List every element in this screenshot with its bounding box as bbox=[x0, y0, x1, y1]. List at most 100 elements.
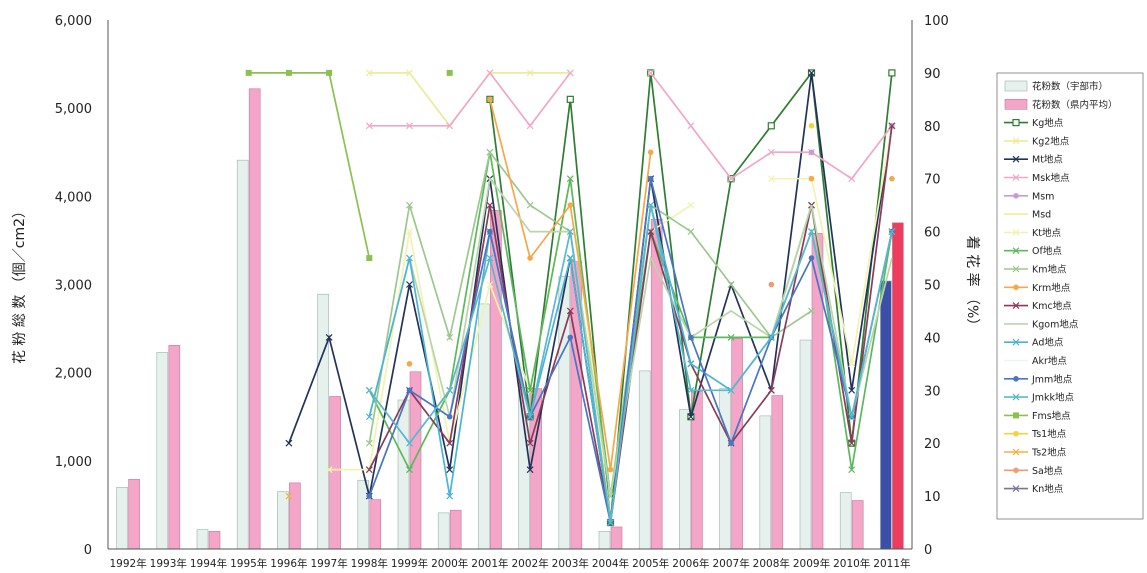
data-point bbox=[1012, 137, 1020, 145]
x-tick-label: 2009年 bbox=[793, 557, 830, 570]
x-tick-label: 2006年 bbox=[672, 557, 709, 570]
data-point bbox=[526, 439, 534, 447]
y-tick-label: 2,000 bbox=[55, 367, 92, 382]
data-point bbox=[365, 122, 373, 130]
data-point bbox=[446, 333, 454, 341]
data-point bbox=[366, 493, 373, 499]
y2-tick-label: 60 bbox=[924, 226, 941, 241]
data-point bbox=[1012, 228, 1020, 236]
data-point bbox=[406, 387, 413, 394]
bar bbox=[719, 388, 731, 550]
legend-label: Kg地点 bbox=[1032, 117, 1064, 129]
data-point bbox=[647, 149, 654, 156]
data-point bbox=[647, 69, 655, 77]
legend-swatch bbox=[1004, 99, 1028, 110]
legend-item: Kt地点 bbox=[1004, 227, 1061, 239]
y2-tick-label: 80 bbox=[924, 120, 941, 135]
data-point bbox=[767, 333, 775, 341]
data-point bbox=[486, 148, 494, 156]
data-point bbox=[365, 466, 373, 474]
data-point bbox=[406, 466, 413, 474]
y2-tick-label: 10 bbox=[924, 490, 941, 505]
data-point bbox=[566, 175, 574, 183]
data-point bbox=[526, 413, 534, 421]
data-point bbox=[808, 149, 815, 156]
x-tick-label: 1999年 bbox=[391, 557, 428, 570]
data-point bbox=[566, 69, 574, 77]
data-point bbox=[406, 361, 413, 367]
bar bbox=[168, 345, 181, 550]
data-point bbox=[326, 69, 333, 76]
x-tick-label: 2010年 bbox=[833, 557, 870, 570]
data-point bbox=[567, 334, 574, 341]
data-point bbox=[527, 255, 533, 261]
legend: 花粉数（宇部市） 花粉数（県内平均） Kg地点 Kg2地点 Mt地点 Msk地点 Msm Ms… bbox=[996, 72, 1144, 520]
data-point bbox=[848, 360, 856, 368]
data-point bbox=[365, 439, 373, 447]
data-point bbox=[808, 255, 815, 261]
data-point bbox=[446, 413, 453, 420]
legend-label: Kt地点 bbox=[1032, 227, 1061, 239]
data-point bbox=[808, 123, 815, 129]
data-point bbox=[848, 175, 856, 183]
legend-item: Mt地点 bbox=[1004, 154, 1063, 166]
x-tick-label: 1994年 bbox=[190, 557, 227, 570]
legend-item: Kn地点 bbox=[1004, 483, 1064, 495]
bar bbox=[369, 499, 382, 550]
data-point bbox=[486, 201, 494, 209]
data-point bbox=[808, 69, 815, 77]
bar bbox=[397, 399, 410, 550]
data-point bbox=[325, 466, 333, 474]
legend-item: Krm地点 bbox=[1004, 282, 1071, 294]
data-point bbox=[446, 386, 454, 394]
legend-item: Kgom地点 bbox=[1004, 318, 1079, 330]
bar bbox=[116, 486, 128, 550]
bar bbox=[289, 482, 301, 550]
y2-axis-title: 着 花 率 （%） bbox=[964, 236, 981, 333]
data-point bbox=[1012, 393, 1020, 401]
bar bbox=[128, 479, 140, 550]
x-tick-label: 1992年 bbox=[109, 557, 146, 570]
data-point bbox=[1013, 467, 1019, 474]
series-line bbox=[369, 71, 571, 128]
x-tick-labels: 1992年 1993年 1994年 1995年 1996年 1997年 1998年 1999年… bbox=[109, 557, 910, 570]
y-tick-label: 6,000 bbox=[55, 14, 92, 29]
data-point bbox=[728, 440, 734, 447]
y2-tick-labels: 0 10 20 30 40 50 60 70 80 90 100 bbox=[924, 14, 949, 558]
legend-item: Msm bbox=[1004, 191, 1054, 202]
legend-label: Ts1地点 bbox=[1031, 428, 1067, 440]
legend-label: Kn地点 bbox=[1032, 483, 1064, 495]
legend-item: 花粉数（宇部市） bbox=[1004, 81, 1108, 93]
data-point bbox=[687, 413, 695, 421]
bar bbox=[156, 352, 169, 550]
series-line bbox=[368, 150, 812, 497]
data-point bbox=[767, 122, 775, 130]
data-point bbox=[687, 360, 695, 368]
data-point bbox=[888, 69, 896, 77]
lines-layer bbox=[245, 69, 896, 527]
data-point bbox=[365, 69, 373, 77]
data-point bbox=[607, 466, 614, 473]
legend-item: Of地点 bbox=[1004, 245, 1062, 257]
bar bbox=[759, 415, 772, 550]
bars-layer bbox=[116, 88, 904, 550]
data-point bbox=[687, 386, 695, 394]
data-point bbox=[526, 386, 534, 394]
y-tick-label: 4,000 bbox=[55, 190, 92, 205]
data-point bbox=[446, 439, 454, 447]
data-point bbox=[487, 228, 493, 235]
data-point bbox=[888, 122, 896, 130]
data-point bbox=[848, 386, 856, 394]
data-point bbox=[245, 69, 252, 76]
data-point bbox=[848, 466, 856, 474]
legend-item: Akr地点 bbox=[1004, 355, 1067, 367]
data-point bbox=[607, 519, 614, 526]
bar bbox=[329, 396, 341, 550]
data-point bbox=[285, 69, 292, 76]
data-point bbox=[1013, 430, 1019, 437]
data-point bbox=[1012, 118, 1020, 127]
data-point bbox=[808, 228, 815, 236]
y-tick-label: 0 bbox=[84, 543, 92, 558]
legend-item: Ts2地点 bbox=[1004, 447, 1067, 459]
